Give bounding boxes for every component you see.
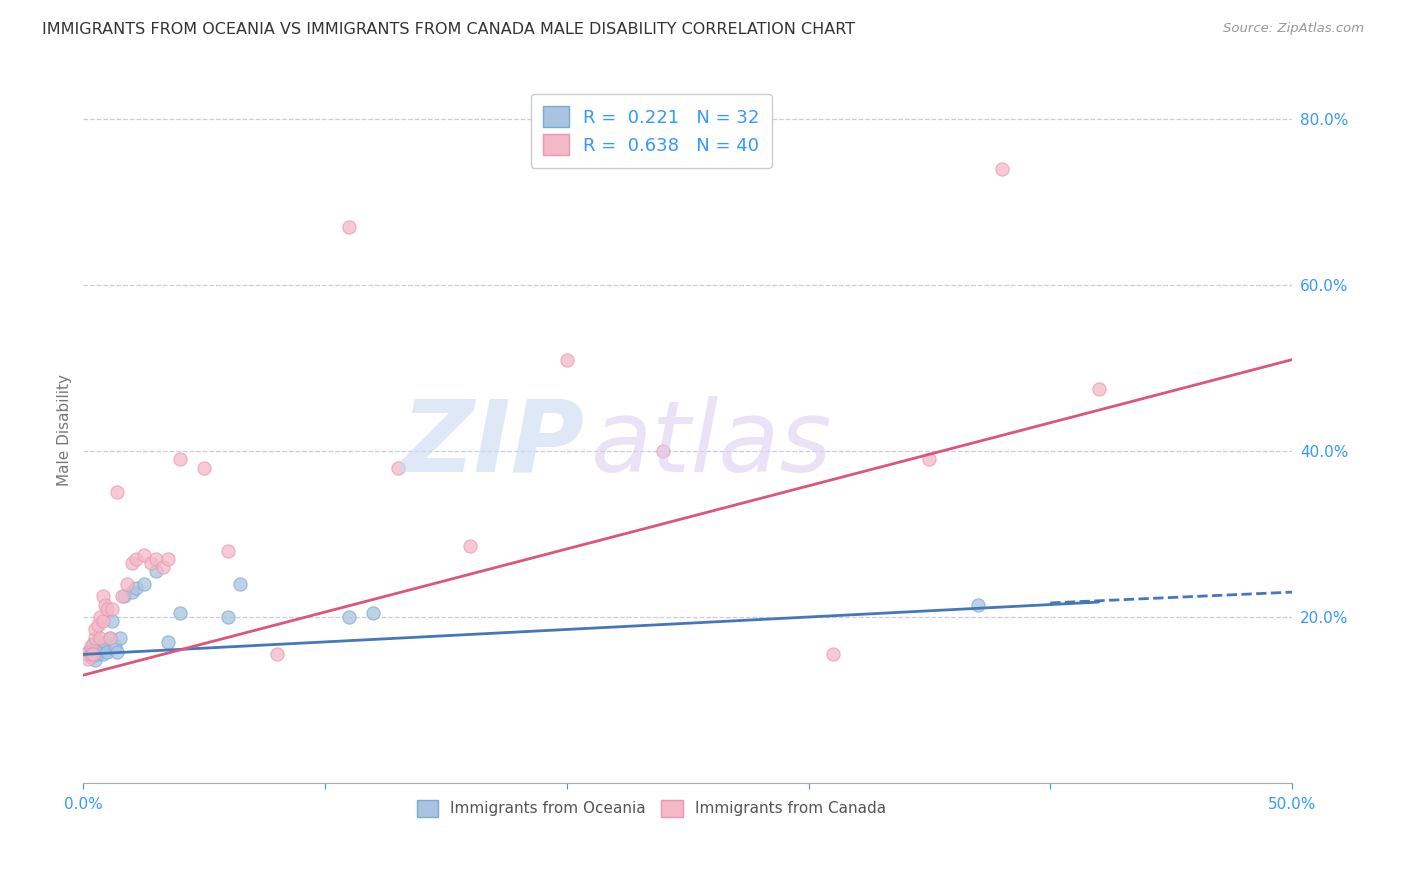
Point bbox=[918, 452, 941, 467]
Point bbox=[112, 589, 135, 603]
Text: Source: ZipAtlas.com: Source: ZipAtlas.com bbox=[1223, 22, 1364, 36]
Point bbox=[555, 352, 578, 367]
Point bbox=[75, 648, 97, 662]
Point bbox=[79, 641, 101, 656]
Point bbox=[89, 639, 111, 653]
Text: IMMIGRANTS FROM OCEANIA VS IMMIGRANTS FROM CANADA MALE DISABILITY CORRELATION CH: IMMIGRANTS FROM OCEANIA VS IMMIGRANTS FR… bbox=[42, 22, 855, 37]
Point bbox=[91, 589, 114, 603]
Point bbox=[87, 648, 110, 662]
Point bbox=[104, 639, 127, 653]
Point bbox=[84, 653, 107, 667]
Point bbox=[98, 631, 121, 645]
Point bbox=[82, 643, 104, 657]
Point bbox=[105, 485, 128, 500]
Text: atlas: atlas bbox=[591, 396, 832, 493]
Text: ZIP: ZIP bbox=[402, 396, 585, 493]
Point bbox=[125, 552, 148, 566]
Point bbox=[101, 601, 124, 615]
Point bbox=[156, 635, 179, 649]
Point bbox=[139, 556, 162, 570]
Point bbox=[105, 645, 128, 659]
Point bbox=[132, 576, 155, 591]
Point bbox=[79, 649, 101, 664]
Point bbox=[75, 648, 97, 662]
Point bbox=[145, 552, 167, 566]
Point bbox=[91, 648, 114, 662]
Point bbox=[145, 565, 167, 579]
Point bbox=[87, 618, 110, 632]
Point bbox=[96, 601, 118, 615]
Point bbox=[77, 651, 100, 665]
Legend: Immigrants from Oceania, Immigrants from Canada: Immigrants from Oceania, Immigrants from… bbox=[409, 792, 894, 825]
Point bbox=[87, 639, 110, 653]
Point bbox=[991, 161, 1014, 176]
Point bbox=[217, 543, 239, 558]
Point bbox=[125, 581, 148, 595]
Point bbox=[169, 606, 191, 620]
Point bbox=[1087, 382, 1109, 396]
Point bbox=[266, 648, 288, 662]
Point bbox=[89, 610, 111, 624]
Point bbox=[156, 552, 179, 566]
Point bbox=[229, 576, 252, 591]
Point bbox=[821, 648, 844, 662]
Point bbox=[96, 645, 118, 659]
Point bbox=[458, 540, 481, 554]
Point bbox=[94, 598, 117, 612]
Point bbox=[94, 635, 117, 649]
Point bbox=[111, 589, 134, 603]
Point bbox=[89, 631, 111, 645]
Point bbox=[193, 460, 215, 475]
Point bbox=[98, 631, 121, 645]
Point bbox=[84, 631, 107, 645]
Point bbox=[84, 643, 107, 657]
Point bbox=[115, 576, 138, 591]
Point bbox=[749, 145, 772, 160]
Point bbox=[84, 623, 107, 637]
Point bbox=[363, 606, 385, 620]
Point bbox=[82, 648, 104, 662]
Point bbox=[101, 614, 124, 628]
Point bbox=[652, 444, 675, 458]
Point bbox=[121, 556, 143, 570]
Point bbox=[121, 585, 143, 599]
Point bbox=[77, 645, 100, 659]
Point bbox=[966, 598, 988, 612]
Y-axis label: Male Disability: Male Disability bbox=[58, 375, 72, 486]
Point bbox=[132, 548, 155, 562]
Point bbox=[387, 460, 409, 475]
Point bbox=[82, 637, 104, 651]
Point bbox=[108, 631, 131, 645]
Point bbox=[169, 452, 191, 467]
Point bbox=[91, 614, 114, 628]
Point bbox=[337, 219, 360, 234]
Point bbox=[79, 648, 101, 662]
Point bbox=[152, 560, 174, 574]
Point bbox=[79, 639, 101, 653]
Point bbox=[217, 610, 239, 624]
Point bbox=[337, 610, 360, 624]
Point bbox=[91, 639, 114, 653]
